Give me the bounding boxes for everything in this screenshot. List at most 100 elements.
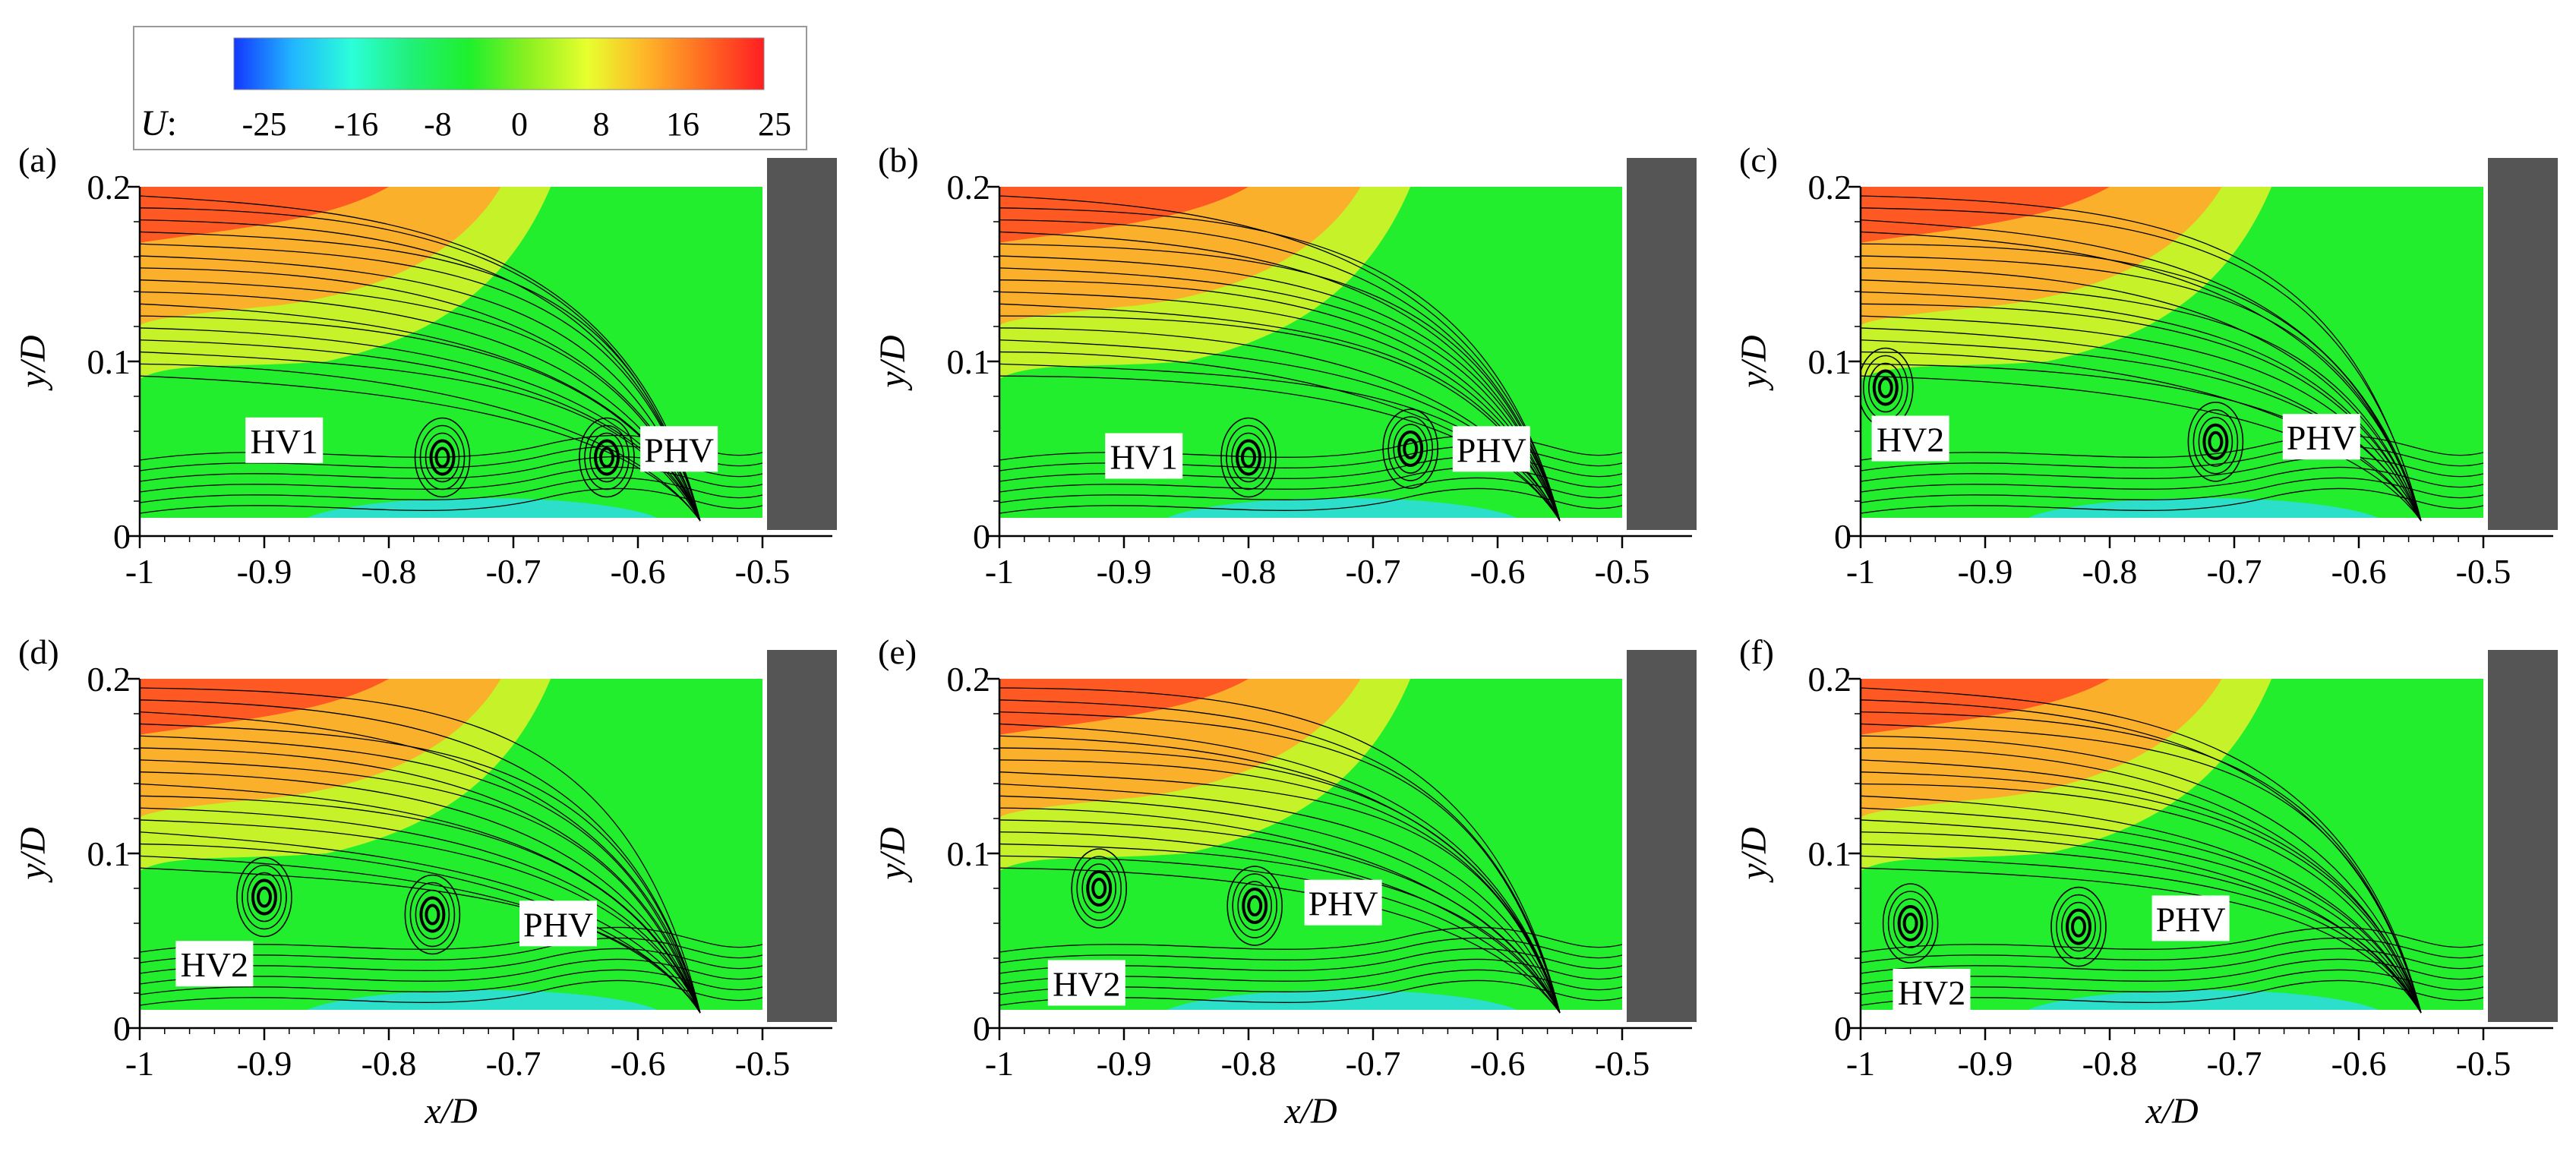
- x-tick-label: -0.6: [2331, 552, 2387, 591]
- streamline: [140, 759, 701, 1014]
- vortex-label-box: [245, 417, 324, 463]
- y-tick-label: 0.1: [87, 834, 131, 873]
- streamline: [140, 375, 701, 522]
- vortex-ring: [257, 886, 272, 908]
- streamline: [1861, 969, 2483, 995]
- vortex-ring: [2056, 894, 2101, 960]
- streamline: [140, 195, 701, 522]
- streamline: [140, 466, 762, 493]
- streamline: [999, 979, 1622, 1006]
- streamline: [1861, 723, 2422, 1014]
- vortex-ring: [2192, 408, 2239, 475]
- x-tick-label: -0.9: [1097, 552, 1152, 591]
- x-tick-label: -1: [985, 1044, 1014, 1083]
- streamline: [1861, 477, 2483, 503]
- vortex-phv: [1226, 866, 1283, 946]
- vortex-label-text: PHV: [523, 905, 593, 944]
- streamline: [140, 969, 762, 995]
- vortex-ring: [1397, 431, 1424, 467]
- streamline: [1861, 795, 2422, 1014]
- streamline: [999, 747, 1561, 1014]
- streamlines: [999, 687, 1622, 1014]
- streamline: [140, 747, 701, 1014]
- vortex-ring: [1231, 432, 1266, 483]
- streamline: [1861, 958, 2483, 985]
- cylinder-wall: [2488, 158, 2558, 530]
- streamline: [1861, 711, 2422, 1014]
- streamline: [140, 958, 762, 985]
- streamline: [140, 979, 762, 1006]
- streamline: [999, 819, 1561, 1014]
- streamline: [999, 969, 1622, 995]
- y-axis-label: y/D: [1734, 827, 1774, 883]
- y-tick-label: 0.1: [947, 342, 991, 381]
- cylinder-wall: [1627, 158, 1697, 530]
- vortex-label: HV2: [1893, 969, 1971, 1014]
- vortex-phv: [2187, 401, 2244, 482]
- y-axis-label: y/D: [873, 335, 913, 391]
- streamline: [1861, 926, 2483, 953]
- panel-letter: (b): [878, 140, 919, 179]
- streamline: [1861, 207, 2422, 522]
- colorbar-tick-label: -25: [242, 106, 287, 143]
- streamline: [140, 855, 701, 1014]
- vortex-ring: [419, 896, 446, 933]
- streamline: [999, 687, 1561, 1014]
- colorbar-tick-label: 25: [758, 106, 791, 143]
- x-tick-label: -0.9: [1097, 1044, 1152, 1083]
- streamline: [999, 958, 1622, 985]
- vortex-ring: [404, 874, 461, 955]
- panel: HV2 PHV -1 -0.9 -0.8 -0.7 -0.6 -0.5 0 0.1 0.2 (e) y/…: [873, 632, 1697, 1131]
- x-axis-label: x/D: [1283, 1091, 1337, 1131]
- vortex-ring: [1887, 891, 1934, 956]
- panel: HV2 PHV -1 -0.9 -0.8 -0.7 -0.6 -0.5 0 0.1 0.2 (f) y/…: [1734, 632, 2558, 1131]
- y-tick-label: 0.2: [1808, 168, 1852, 207]
- vortex-label-box: [1893, 969, 1971, 1014]
- vortex-hv2: [1882, 883, 1939, 964]
- vortex-ring: [2050, 886, 2107, 967]
- streamline: [999, 487, 1622, 514]
- vortex-ring: [414, 417, 471, 498]
- x-tick-label: -0.6: [611, 552, 666, 591]
- y-tick-label: 0.1: [1808, 342, 1852, 381]
- vortex-label-box: [1452, 426, 1530, 472]
- streamline: [1861, 195, 2422, 522]
- streamline: [1861, 735, 2422, 1014]
- y-axis-label: y/D: [1734, 335, 1774, 391]
- vortex-label-box: [175, 941, 254, 987]
- streamline: [1861, 375, 2422, 522]
- vortex-ring: [1220, 417, 1277, 498]
- streamline: [140, 487, 762, 514]
- velocity-field: [140, 187, 762, 536]
- colorbar-tick-label: -16: [334, 106, 379, 143]
- streamline: [140, 723, 701, 1014]
- vortex-ring: [242, 864, 287, 930]
- y-tick-label: 0.1: [87, 342, 131, 381]
- axes: -1 -0.9 -0.8 -0.7 -0.6 -0.5 0 0.1 0.2: [1808, 168, 2553, 591]
- vortex-hv1: [1220, 417, 1277, 498]
- vortex-phv: [1382, 408, 1438, 489]
- vortex-ring: [1236, 439, 1261, 476]
- cylinder-wall: [767, 158, 837, 530]
- y-tick-label: 0.2: [947, 168, 991, 207]
- x-tick-label: -0.5: [735, 1044, 791, 1083]
- velocity-field: [999, 187, 1622, 536]
- panel: HV1 PHV -1 -0.9 -0.8 -0.7 -0.6 -0.5 0 0.1 0.2 (b) y/…: [873, 140, 1697, 591]
- streamline: [140, 363, 701, 522]
- streamline: [140, 711, 701, 1014]
- streamline: [999, 831, 1561, 1014]
- x-tick-label: -0.6: [2331, 1044, 2387, 1083]
- streamline: [1861, 466, 2483, 493]
- streamline: [1861, 231, 2422, 522]
- vortex-label: PHV: [1304, 879, 1382, 926]
- vortex-label-text: HV2: [1877, 421, 1944, 459]
- vortex-label-box: [1304, 879, 1382, 926]
- streamline: [140, 771, 701, 1014]
- vortex-ring: [579, 417, 635, 498]
- vortex-ring: [1387, 416, 1433, 481]
- x-tick-label: -1: [125, 552, 154, 591]
- streamline: [140, 819, 701, 1014]
- y-tick-label: 0: [1834, 1009, 1852, 1048]
- panel-letter: (d): [18, 632, 59, 671]
